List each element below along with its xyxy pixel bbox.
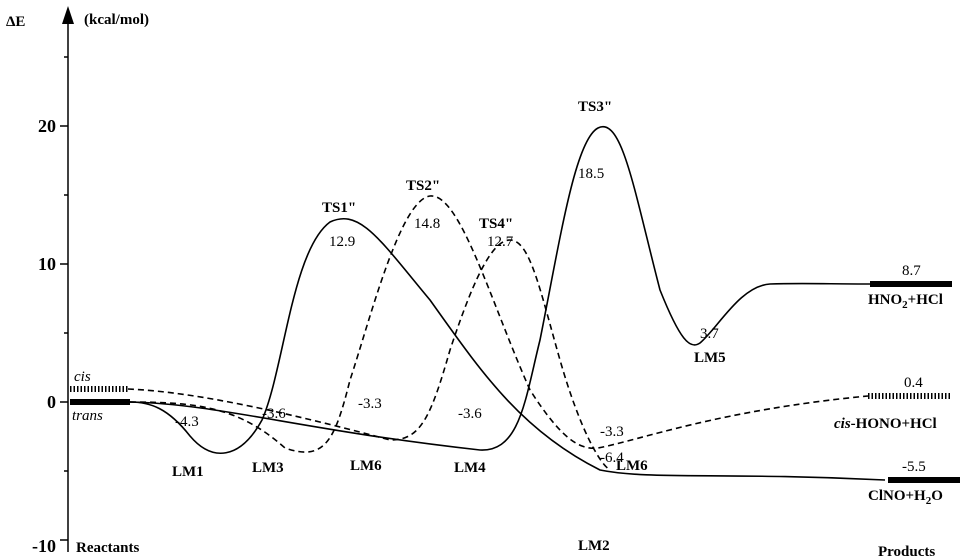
ts1-energy: 12.9 bbox=[329, 234, 355, 250]
ts2-energy: 14.8 bbox=[414, 216, 440, 232]
ts3-energy: 18.5 bbox=[578, 166, 604, 182]
y-axis-symbol: ΔE bbox=[6, 14, 25, 30]
y-axis-unit: (kcal/mol) bbox=[84, 12, 149, 28]
energy-labels: -4.3 -3.6 -3.3 -3.6 -6.4 -3.3 3.7 12.9 1… bbox=[175, 166, 719, 466]
ts4-energy: 12.7 bbox=[487, 234, 514, 250]
tick-label-20: 20 bbox=[38, 116, 56, 136]
lm1-label: LM1 bbox=[172, 464, 204, 480]
product-levels: 8.7 HNO2+HCl 0.4 cis-HONO+HCl -5.5 ClNO+… bbox=[834, 263, 960, 507]
lm4-label: LM4 bbox=[454, 460, 486, 476]
lm6b-label: LM6 bbox=[616, 458, 648, 474]
pathway-curve-1 bbox=[130, 219, 885, 480]
hno2-energy: 8.7 bbox=[902, 263, 921, 279]
products-caption: Products bbox=[878, 544, 935, 559]
clno-energy: -5.5 bbox=[902, 459, 926, 475]
pathway-curves bbox=[128, 127, 885, 480]
tick-label-10: 10 bbox=[38, 254, 56, 274]
lm6a-label: LM6 bbox=[350, 458, 382, 474]
lm3-energy: -3.6 bbox=[262, 406, 286, 422]
hno2-name: HNO2+HCl bbox=[868, 292, 943, 311]
clno-name: ClNO+H2O bbox=[868, 488, 943, 507]
lm6b-energy: -3.3 bbox=[600, 424, 624, 440]
y-axis-arrow-icon bbox=[62, 6, 74, 24]
y-axis: 20 10 0 -10 ΔE (kcal/mol) bbox=[6, 6, 149, 556]
lm2-label: LM2 bbox=[578, 538, 610, 554]
cis-hono-prefix: cis bbox=[834, 416, 851, 432]
cis-hono-energy: 0.4 bbox=[904, 375, 923, 391]
reactants-caption: Reactants bbox=[76, 540, 139, 556]
trans-label: trans bbox=[72, 408, 103, 424]
ts3-label: TS3" bbox=[578, 99, 612, 115]
cis-hono-name: cis-HONO+HCl bbox=[834, 416, 937, 432]
lm6a-energy: -3.3 bbox=[358, 396, 382, 412]
cis-hono-rest: -HONO+HCl bbox=[851, 416, 937, 432]
lm3-label: LM3 bbox=[252, 460, 284, 476]
tick-label-neg10: -10 bbox=[32, 536, 56, 556]
pathway-curve-2 bbox=[130, 127, 870, 450]
lm5-energy: 3.7 bbox=[700, 326, 719, 342]
lm4-energy: -3.6 bbox=[458, 406, 482, 422]
lm1-energy: -4.3 bbox=[175, 414, 199, 430]
ts4-label: TS4" bbox=[479, 216, 513, 232]
ts1-label: TS1" bbox=[322, 200, 356, 216]
cis-label: cis bbox=[74, 369, 91, 385]
tick-label-0: 0 bbox=[47, 392, 56, 412]
reactant-levels: cis trans bbox=[70, 369, 130, 424]
ts2-label: TS2" bbox=[406, 178, 440, 194]
lm5-label: LM5 bbox=[694, 350, 726, 366]
